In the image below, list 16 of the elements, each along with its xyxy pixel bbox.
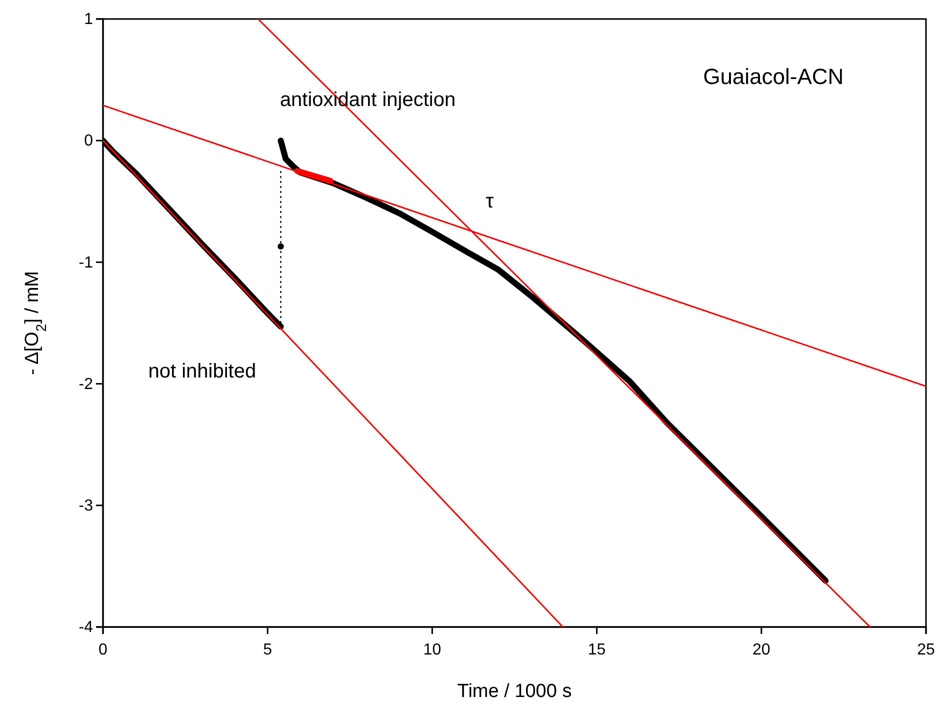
x-tick-label: 15 xyxy=(588,642,606,659)
y-tick-label: 0 xyxy=(84,132,94,150)
x-tick-label: 5 xyxy=(263,642,272,659)
x-tick-label: 10 xyxy=(423,642,442,659)
x-axis-title: Time / 1000 s xyxy=(457,681,572,702)
y-tick-label: -3 xyxy=(78,498,94,515)
y-tick-label: -2 xyxy=(78,376,94,393)
y-tick-label: -4 xyxy=(78,619,94,636)
x-tick-label: 25 xyxy=(917,642,935,659)
annotation: not inhibited xyxy=(148,360,256,383)
x-tick-label: 20 xyxy=(752,642,770,659)
y-tick-label: 1 xyxy=(84,11,94,28)
y-tick-label: -1 xyxy=(78,254,94,272)
annotation: Guaiacol-ACN xyxy=(703,64,844,90)
x-tick-label: 0 xyxy=(98,642,108,659)
annotation: τ xyxy=(486,190,494,212)
